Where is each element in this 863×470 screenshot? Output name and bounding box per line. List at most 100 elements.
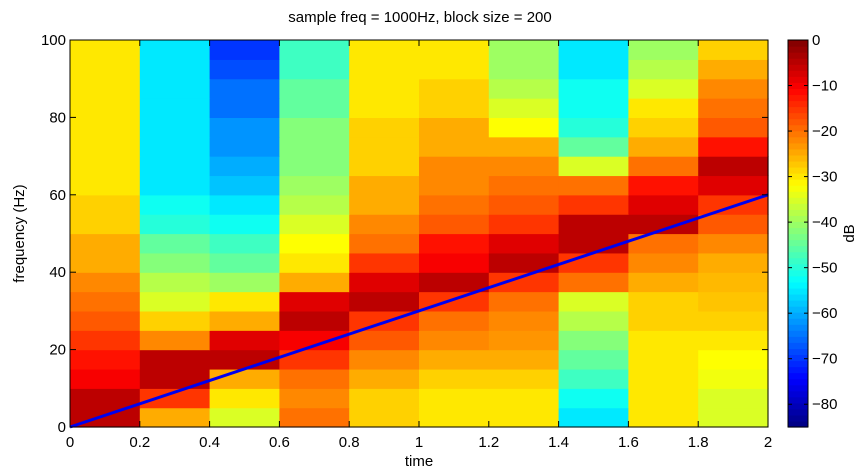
heatmap-cell (698, 310, 769, 331)
heatmap-cell (628, 252, 699, 273)
heatmap-cell (279, 175, 350, 196)
heatmap-cell (558, 98, 629, 118)
y-axis-label: frequency (Hz) (11, 184, 28, 282)
heatmap-cell (558, 156, 629, 177)
heatmap-cell (628, 214, 699, 235)
heatmap-cell (698, 407, 769, 428)
heatmap-cell (139, 388, 211, 409)
heatmap-cell (419, 349, 490, 370)
colorbar-segment (788, 336, 808, 343)
colorbar-segment (788, 251, 808, 259)
heatmap-cell (698, 59, 769, 80)
heatmap-cell (558, 291, 629, 312)
heatmap-cell (279, 136, 350, 157)
x-tick-label: 0.6 (269, 434, 290, 451)
heatmap-cell (628, 310, 699, 331)
heatmap-cell (209, 136, 280, 157)
heatmap-cell (70, 349, 141, 370)
heatmap-cells (70, 40, 769, 428)
heatmap-cell (349, 59, 420, 80)
heatmap-cell (349, 136, 420, 157)
heatmap-cell (349, 330, 420, 351)
colorbar-segment (788, 70, 808, 77)
heatmap-cell (139, 59, 211, 80)
heatmap-cell (628, 78, 699, 99)
heatmap-cell (419, 40, 490, 60)
heatmap-cell (209, 59, 280, 80)
heatmap-cell (349, 156, 420, 177)
colorbar-tick-label: 0 (812, 32, 820, 49)
heatmap-cell (419, 388, 490, 409)
heatmap-cell (419, 59, 490, 80)
colorbar-segment (788, 185, 808, 192)
heatmap-cell (70, 117, 141, 138)
heatmap-cell (70, 388, 141, 409)
colorbar-segment (788, 293, 808, 301)
heatmap-cell (419, 214, 490, 235)
colorbar-segment (788, 287, 808, 295)
heatmap-cell (209, 214, 280, 235)
heatmap-cell (209, 310, 280, 331)
heatmap-cell (698, 117, 769, 138)
heatmap-cell (139, 78, 211, 99)
colorbar-segment (788, 300, 808, 307)
colorbar-segment (788, 312, 808, 319)
x-tick-label: 2 (764, 434, 772, 451)
heatmap-cell (488, 78, 560, 99)
heatmap-cell (279, 98, 350, 118)
colorbar-segment (788, 166, 808, 174)
heatmap-cell (209, 175, 280, 196)
x-tick-label: 1 (415, 434, 423, 451)
heatmap-cell (139, 310, 211, 331)
heatmap-cell (279, 40, 350, 60)
colorbar-segment (788, 209, 808, 216)
heatmap-cell (349, 214, 420, 235)
heatmap-cell (209, 330, 280, 351)
colorbar-segment (788, 263, 808, 271)
heatmap-cell (488, 272, 560, 293)
heatmap-cell (558, 175, 629, 196)
heatmap-cell (139, 233, 211, 254)
heatmap-cell (419, 78, 490, 99)
colorbar-segment (788, 142, 808, 150)
heatmap-cell (419, 233, 490, 254)
colorbar-segment (788, 197, 808, 204)
heatmap-cell (419, 117, 490, 138)
heatmap-cell (349, 78, 420, 99)
heatmap-cell (628, 291, 699, 312)
heatmap-cell (139, 175, 211, 196)
heatmap-cell (558, 59, 629, 80)
chart-title: sample freq = 1000Hz, block size = 200 (288, 9, 551, 26)
heatmap-cell (558, 368, 629, 389)
x-tick-label: 0.2 (129, 434, 150, 451)
heatmap-cell (488, 214, 560, 235)
heatmap-cell (419, 310, 490, 331)
colorbar-segment (788, 179, 808, 186)
y-tick-label: 20 (49, 342, 66, 359)
heatmap-cell (558, 78, 629, 99)
colorbar-segment (788, 414, 808, 422)
heatmap-cell (70, 194, 141, 215)
colorbar-segment (788, 257, 808, 265)
heatmap-cell (349, 175, 420, 196)
heatmap-cell (628, 98, 699, 118)
heatmap-cell (139, 156, 211, 177)
heatmap-cell (349, 98, 420, 118)
heatmap-cell (279, 214, 350, 235)
heatmap-cell (70, 310, 141, 331)
colorbar-segment (788, 76, 808, 83)
heatmap-cell (279, 349, 350, 370)
heatmap-cell (279, 156, 350, 177)
heatmap-cell (488, 291, 560, 312)
heatmap-cell (209, 40, 280, 60)
heatmap-cell (139, 407, 211, 428)
colorbar-segment (788, 160, 808, 168)
colorbar-segment (788, 227, 808, 235)
heatmap-cell (209, 194, 280, 215)
heatmap-cell (139, 330, 211, 351)
heatmap-cell (698, 233, 769, 254)
colorbar-segment (788, 384, 808, 392)
heatmap-cell (558, 136, 629, 157)
heatmap-cell (698, 291, 769, 312)
heatmap-cell (349, 194, 420, 215)
